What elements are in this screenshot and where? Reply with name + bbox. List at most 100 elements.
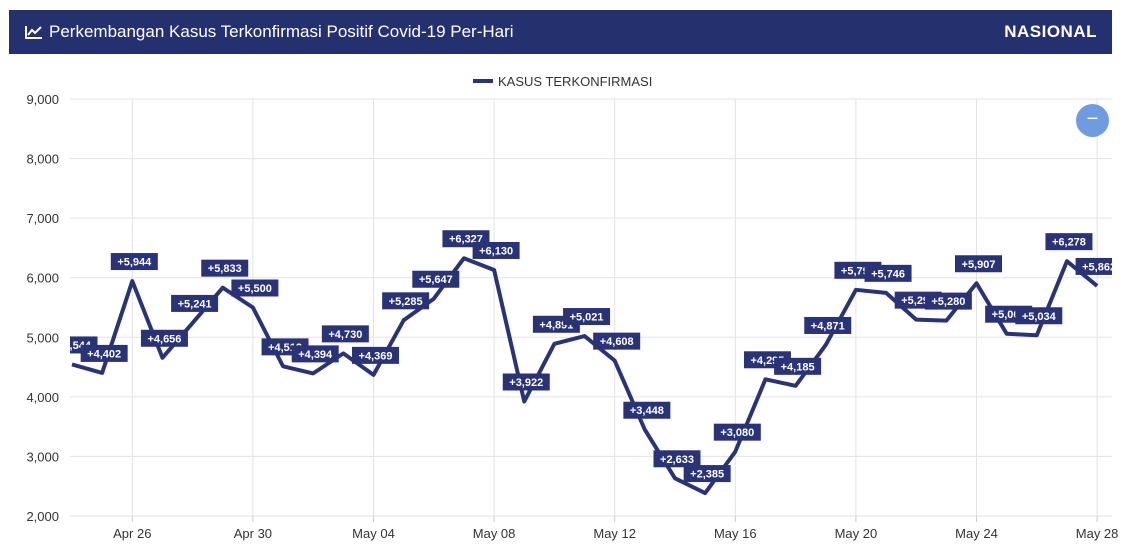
virus-spike-tip — [679, 471, 682, 474]
virus-spike-tip — [698, 497, 701, 500]
data-label-box — [80, 344, 128, 362]
virus-spike-tip — [742, 450, 745, 453]
data-label: +4,656 — [140, 329, 188, 347]
virus-spike-tip — [342, 360, 345, 363]
data-label: +5,034 — [1015, 307, 1063, 325]
virus-spike-tip — [70, 371, 73, 374]
virus-spike-tip — [500, 268, 503, 271]
virus-spike-tip — [1011, 338, 1014, 341]
virus-spike-tip — [703, 483, 706, 486]
virus-spike-tip — [515, 400, 518, 403]
data-label-text: +4,185 — [781, 361, 815, 373]
chart-title-text: Perkembangan Kasus Terkonfirmasi Positif… — [49, 22, 514, 41]
virus-spike-tip — [320, 372, 323, 375]
virus-spike-tip — [668, 482, 671, 485]
data-label-box — [683, 465, 731, 483]
virus-spike-tip — [764, 370, 767, 373]
data-label: +5,021 — [563, 308, 611, 326]
virus-spike-tip — [306, 377, 309, 380]
virus-spike-tip — [191, 313, 194, 316]
virus-spike-tip — [528, 405, 531, 408]
data-label-box — [352, 346, 399, 364]
virus-spike-tip — [637, 434, 640, 437]
data-label-text: +5,021 — [570, 312, 604, 324]
x-tick-label: Apr 30 — [234, 526, 272, 541]
data-label-box — [472, 241, 520, 259]
region-label: NASIONAL — [1004, 22, 1097, 41]
virus-spike-tip — [377, 379, 380, 382]
data-label: +5,862 — [1075, 257, 1112, 275]
data-label-box — [774, 357, 822, 375]
virus-spike-tip — [769, 383, 772, 386]
virus-spike-tip — [703, 499, 706, 502]
data-label-text: +5,833 — [208, 263, 242, 275]
data-label: +4,369 — [352, 346, 399, 364]
chart-title: Perkembangan Kasus Terkonfirmasi Positif… — [25, 22, 514, 42]
data-label-box — [291, 345, 339, 363]
data-label-box — [201, 259, 249, 277]
data-label: +5,285 — [382, 292, 430, 310]
virus-spike-tip — [605, 359, 608, 362]
zoom-out-button[interactable]: − — [1076, 104, 1109, 137]
virus-spike-tip — [65, 357, 68, 360]
data-label: +3,922 — [502, 373, 550, 391]
virus-spike-tip — [276, 370, 279, 373]
virus-spike-tip — [454, 257, 457, 260]
virus-spike-tip — [800, 390, 803, 393]
y-tick-label: 6,000 — [26, 271, 59, 286]
virus-spike-tip — [161, 364, 164, 367]
virus-spike-tip — [221, 294, 224, 297]
x-tick-label: May 24 — [955, 526, 998, 541]
virus-spike-tip — [95, 377, 98, 380]
data-label-box — [110, 253, 158, 271]
virus-spike-tip — [155, 362, 158, 365]
data-label: +4,185 — [774, 357, 822, 375]
virus-spike-tip — [380, 373, 383, 376]
virus-spike-tip — [531, 400, 534, 403]
virus-spike-tip — [756, 378, 759, 381]
virus-spike — [66, 359, 72, 365]
virus-spike-tip — [139, 279, 142, 282]
data-label: +2,385 — [683, 465, 731, 483]
virus-spike-tip — [673, 485, 676, 488]
virus-spike-tip — [364, 373, 367, 376]
virus-spike-tip — [635, 428, 638, 431]
virus-spike-tip — [273, 365, 276, 368]
virus-spike — [1097, 286, 1103, 292]
virus-spike-tip — [945, 311, 948, 314]
virus-spike-tip — [1005, 340, 1008, 343]
virus-spike-tip — [915, 326, 918, 329]
x-tick-label: Apr 26 — [113, 526, 151, 541]
virus-spike-tip — [410, 319, 413, 322]
virus-spike-tip — [1035, 342, 1038, 345]
virus-spike-tip — [939, 325, 942, 328]
virus-spike-tip — [1060, 254, 1063, 257]
data-label-box — [502, 373, 550, 391]
data-label-box — [231, 279, 279, 297]
virus-spike-tip — [408, 324, 411, 327]
data-label-box — [563, 308, 611, 326]
virus-spike-tip — [1043, 334, 1046, 337]
data-label-text: +5,285 — [389, 296, 423, 308]
data-label-box — [955, 255, 1002, 273]
data-label-text: +5,241 — [178, 298, 212, 310]
virus-spike-tip — [213, 286, 216, 289]
data-label-box — [1075, 257, 1112, 275]
virus-spike-tip — [860, 282, 863, 285]
data-label: +4,402 — [80, 344, 128, 362]
data-label: +2,633 — [653, 450, 701, 468]
line-chart: 2,000 3,000 4,000 5,000 6,000 7,000 8,000 9,000… — [26, 74, 1118, 541]
virus-spike-tip — [1071, 254, 1074, 257]
virus-spike-tip — [517, 405, 520, 408]
virus-spike-tip — [65, 368, 68, 371]
virus-spike — [1097, 280, 1103, 286]
virus-spike-tip — [1065, 251, 1068, 254]
data-label-box — [713, 423, 761, 441]
virus-spike-tip — [619, 353, 622, 356]
x-tick-label: May 16 — [714, 526, 757, 541]
virus-spike-tip — [1005, 324, 1008, 327]
virus-spike-tip — [846, 288, 849, 291]
data-label-text: +3,448 — [630, 405, 664, 417]
virus-spike-tip — [402, 311, 405, 314]
data-label-text: +6,130 — [479, 245, 513, 257]
